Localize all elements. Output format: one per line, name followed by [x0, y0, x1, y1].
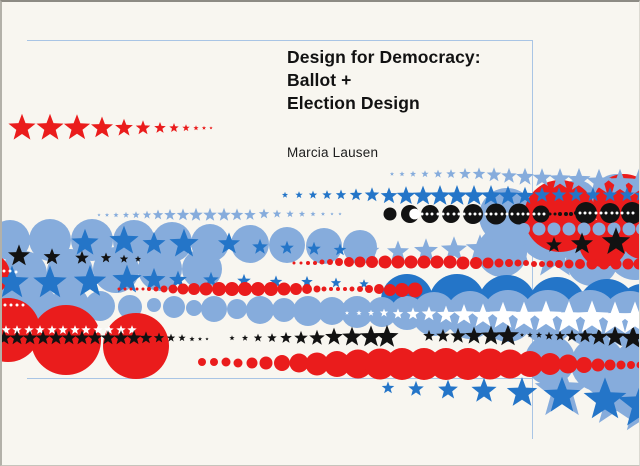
black-star-row-left — [8, 244, 142, 266]
book-title-line-1: Design for Democracy: — [287, 47, 481, 67]
black-row-black-dots — [548, 211, 578, 216]
black-row-white-dots — [420, 211, 635, 216]
cluster-lightblue-stars — [484, 213, 580, 276]
white-dots-left — [2, 269, 25, 307]
book-title-line-2: Ballot + — [287, 70, 352, 90]
black-star-row-main — [2, 324, 639, 349]
blue-star-row-big — [2, 264, 394, 298]
red-dot-row-a — [292, 255, 639, 270]
book-author: Marcia Lausen — [287, 145, 379, 160]
cluster-lightblue-dot-row — [518, 222, 639, 236]
lightblue-star-row-mid — [97, 207, 342, 221]
title-block: Design for Democracy: Ballot + Election … — [287, 46, 481, 160]
frame-line-top — [27, 40, 532, 41]
blue-star-row-mid — [281, 185, 639, 205]
red-dot-row-b — [117, 282, 423, 298]
black-ring — [401, 205, 421, 223]
cluster-black-stars — [546, 227, 631, 254]
lightblue-star-row-top — [389, 167, 639, 197]
blue-star-row-scatter — [71, 225, 347, 257]
white-star-row-right — [344, 300, 639, 334]
red-star-row — [8, 113, 213, 140]
frame-line-bottom — [27, 378, 532, 379]
book-title-line-3: Election Design — [287, 93, 420, 113]
blue-star-row-bottom — [381, 376, 639, 426]
lightblue-star-row-scatter — [360, 234, 495, 262]
red-circle-row-bottom — [198, 348, 639, 380]
